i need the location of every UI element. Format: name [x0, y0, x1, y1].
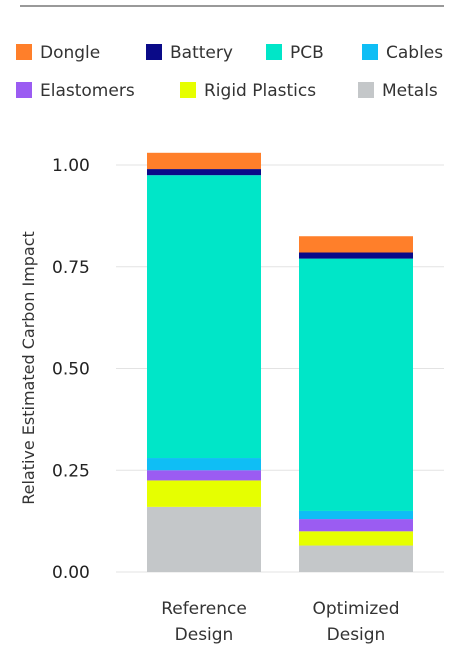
legend-label-battery: Battery — [170, 43, 233, 63]
legend-swatch-elastomers — [16, 82, 32, 98]
bar-reference-design-metals — [147, 506, 261, 572]
bar-optimized-design-pcb — [299, 258, 413, 511]
legend: Dongle Battery PCB Cables Elastomers Rigid Pl… — [16, 43, 443, 101]
y-tick-label-0: 0.00 — [52, 563, 90, 583]
bar-reference-design-battery — [147, 169, 261, 176]
legend-label-cables: Cables — [386, 43, 443, 63]
y-tick-label-3: 0.75 — [52, 258, 90, 278]
bar-stack-reference-design — [147, 152, 261, 572]
bar-optimized-design-elastomers — [299, 519, 413, 532]
bar-stack-optimized-design — [299, 236, 413, 572]
legend-swatch-cables — [362, 44, 378, 60]
y-tick-label-2: 0.50 — [52, 360, 90, 380]
legend-label-elastomers: Elastomers — [40, 81, 135, 101]
bar-reference-design-elastomers — [147, 470, 261, 481]
legend-swatch-battery — [146, 44, 162, 60]
x-axis: Reference Design Optimized Design — [161, 599, 399, 645]
legend-item-metals: Metals — [358, 81, 438, 101]
legend-swatch-metals — [358, 82, 374, 98]
legend-label-rigid-plastics: Rigid Plastics — [204, 81, 316, 101]
y-axis-label: Relative Estimated Carbon Impact — [19, 231, 38, 505]
legend-item-rigid-plastics: Rigid Plastics — [180, 81, 316, 101]
legend-item-pcb: PCB — [266, 43, 324, 63]
legend-label-metals: Metals — [382, 81, 438, 101]
legend-item-battery: Battery — [146, 43, 233, 63]
x-tick-label-reference-design: Reference Design — [161, 599, 247, 645]
bar-optimized-design-rigid-plastics — [299, 531, 413, 546]
legend-item-cables: Cables — [362, 43, 443, 63]
legend-item-dongle: Dongle — [16, 43, 100, 63]
bar-optimized-design-dongle — [299, 236, 413, 253]
bar-reference-design-dongle — [147, 152, 261, 170]
bar-reference-design-rigid-plastics — [147, 480, 261, 507]
y-tick-label-1: 0.25 — [52, 461, 90, 481]
bar-reference-design-pcb — [147, 175, 261, 459]
bar-optimized-design-metals — [299, 545, 413, 572]
legend-swatch-pcb — [266, 44, 282, 60]
bar-optimized-design-battery — [299, 252, 413, 259]
x-tick-label-optimized-design: Optimized Design — [312, 599, 399, 645]
y-tick-label-4: 1.00 — [52, 156, 90, 176]
legend-swatch-rigid-plastics — [180, 82, 196, 98]
legend-label-pcb: PCB — [290, 43, 324, 63]
legend-item-elastomers: Elastomers — [16, 81, 135, 101]
y-axis: 0.00 0.25 0.50 0.75 1.00 — [52, 156, 90, 583]
bar-reference-design-cables — [147, 458, 261, 471]
bar-optimized-design-cables — [299, 510, 413, 520]
bars — [147, 152, 413, 572]
legend-label-dongle: Dongle — [40, 43, 100, 63]
legend-swatch-dongle — [16, 44, 32, 60]
